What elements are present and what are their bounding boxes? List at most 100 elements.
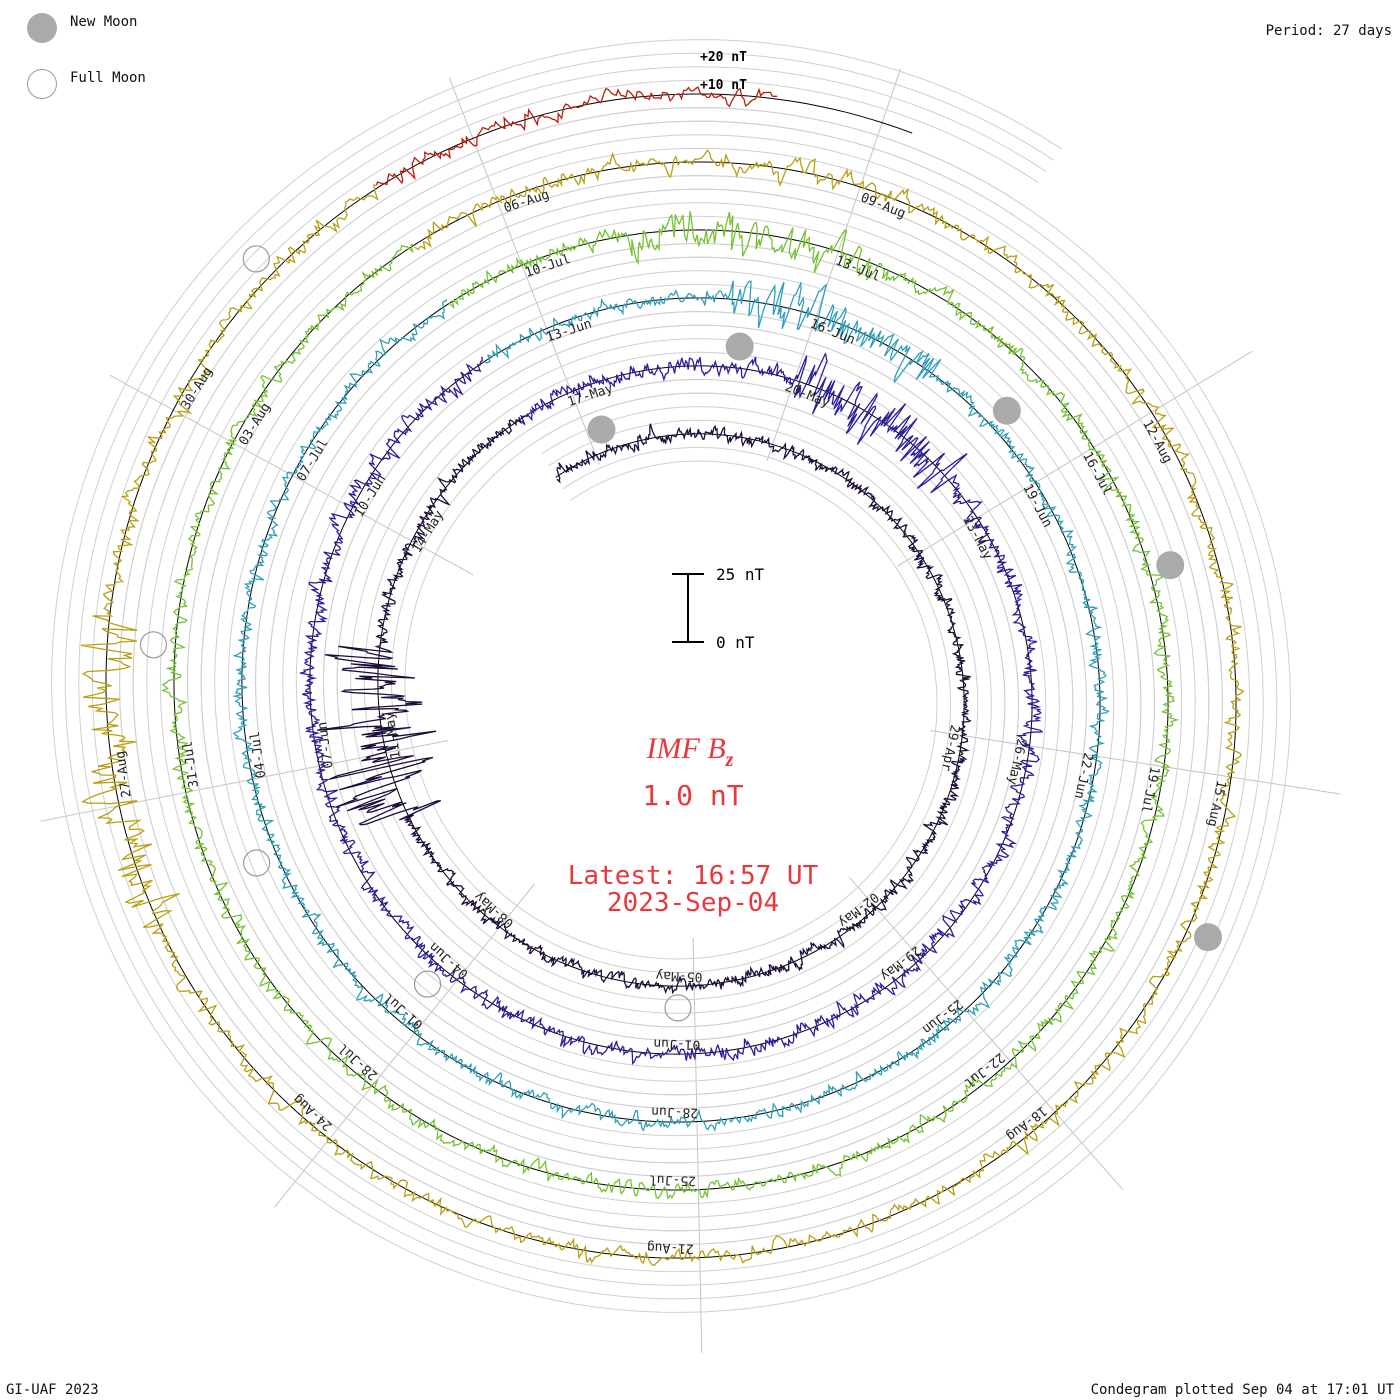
bz-trace-rotation-4 bbox=[161, 211, 1180, 1200]
date-label: 25-Jul bbox=[649, 1171, 696, 1187]
bz-series-traces bbox=[80, 85, 1245, 1267]
latest-time: Latest: 16:57 UT bbox=[568, 861, 819, 891]
scale-ring bbox=[350, 395, 992, 1014]
scale-bar: 25 nT 0 nT bbox=[672, 565, 765, 652]
date-label: 04-Jul bbox=[248, 730, 270, 779]
scale-ring bbox=[390, 430, 952, 974]
day-sector-line bbox=[897, 350, 1253, 567]
scale-ring bbox=[336, 384, 1006, 1028]
scale-ring bbox=[78, 134, 1264, 1286]
date-label: 10-Jun bbox=[352, 472, 389, 520]
scale-ring bbox=[214, 270, 1128, 1150]
current-value: 1.0 nT bbox=[642, 779, 743, 812]
scale-ring bbox=[132, 188, 1210, 1232]
full-moon-marker bbox=[664, 994, 692, 1022]
date-label: 10-Jul bbox=[523, 252, 572, 281]
new-moon-marker bbox=[992, 396, 1021, 425]
scale-ring bbox=[132, 188, 1210, 1232]
bz-trace-rotation-3 bbox=[232, 280, 1110, 1133]
full-moon-marker bbox=[139, 631, 168, 659]
date-label: 22-Jun bbox=[1071, 751, 1095, 800]
latest-date: 2023-Sep-04 bbox=[607, 888, 779, 918]
plotted-timestamp: Condegram plotted Sep 04 at 17:01 UT bbox=[1090, 1382, 1394, 1398]
date-label: 07-Jun bbox=[315, 721, 337, 770]
new-moon-marker bbox=[1156, 551, 1185, 580]
date-label: 28-Jun bbox=[651, 1103, 698, 1119]
center-annotation: IMF Bz 1.0 nT Latest: 16:57 UT 2023-Sep-… bbox=[568, 732, 819, 918]
date-label: 07-Jul bbox=[294, 436, 331, 484]
date-label: 06-Aug bbox=[502, 187, 551, 216]
credit-label: GI-UAF 2023 bbox=[6, 1382, 99, 1398]
date-label: 11-May bbox=[382, 711, 404, 760]
bz-trace-rotation-1 bbox=[317, 416, 972, 995]
new-moon-marker bbox=[1193, 923, 1222, 952]
scale-ring bbox=[322, 372, 1020, 1042]
day-sector-line bbox=[109, 374, 474, 576]
scale-rings bbox=[51, 39, 1291, 1313]
scale-ring bbox=[349, 39, 1062, 150]
scale-ring bbox=[356, 52, 1055, 161]
bz-trace-rotation-2 bbox=[299, 352, 1044, 1066]
legend-new-moon-label: New Moon bbox=[70, 14, 138, 30]
scale-ring bbox=[336, 384, 1006, 1028]
bz-trace-rotation-6 bbox=[375, 85, 778, 186]
scale-ring bbox=[370, 79, 1039, 184]
full-moon-marker bbox=[242, 245, 270, 273]
zero-spiral bbox=[105, 93, 1237, 1259]
full-moon-icon bbox=[27, 69, 57, 99]
grid-scale-labels: +20 nT +10 nT bbox=[700, 50, 747, 93]
center-title-main: IMF B bbox=[646, 732, 726, 765]
center-title-subscript: z bbox=[725, 749, 734, 771]
date-label: 03-Aug bbox=[236, 400, 273, 448]
date-label: 21-Aug bbox=[647, 1239, 694, 1255]
scale-ring bbox=[119, 175, 1223, 1245]
date-label: 29-Apr bbox=[938, 723, 962, 772]
scale-ring bbox=[255, 310, 1087, 1109]
full-moon-marker bbox=[243, 849, 271, 877]
date-label: 26-May bbox=[1004, 737, 1028, 786]
day-sector-line bbox=[849, 877, 1124, 1190]
moon-phase-markers bbox=[139, 245, 1222, 1022]
date-label: 05-May bbox=[655, 967, 703, 983]
date-label: 01-Jun bbox=[653, 1035, 700, 1051]
grid-label-20nt: +20 nT bbox=[700, 50, 747, 65]
scale-ring bbox=[392, 120, 1016, 217]
date-label: 14-May bbox=[410, 508, 448, 556]
new-moon-icon bbox=[27, 13, 57, 43]
scale-ring bbox=[322, 372, 1020, 1042]
scale-ring bbox=[146, 202, 1196, 1218]
scale-ring bbox=[268, 324, 1074, 1096]
day-sector-line bbox=[448, 77, 600, 465]
scale-bar-top-label: 25 nT bbox=[716, 565, 765, 584]
new-moon-marker bbox=[725, 332, 754, 361]
new-moon-marker bbox=[587, 415, 616, 444]
scale-ring bbox=[363, 407, 979, 1001]
period-label: Period: 27 days bbox=[1265, 23, 1392, 39]
scale-ring bbox=[255, 310, 1087, 1109]
scale-ring bbox=[159, 215, 1183, 1205]
day-sector-line bbox=[692, 937, 703, 1353]
grid-label-10nt: +10 nT bbox=[700, 78, 747, 93]
scale-ring bbox=[295, 349, 1047, 1069]
scale-ring bbox=[363, 66, 1047, 172]
day-sector-line bbox=[930, 729, 1341, 795]
scale-ring bbox=[282, 337, 1060, 1082]
scale-ring bbox=[187, 243, 1155, 1177]
center-title: IMF Bz bbox=[646, 732, 734, 771]
date-label: 15-Aug bbox=[1204, 779, 1228, 828]
scale-bar-bottom-label: 0 nT bbox=[716, 633, 755, 652]
scale-ring bbox=[227, 283, 1115, 1137]
scale-ring bbox=[384, 107, 1024, 206]
scale-ring bbox=[119, 175, 1223, 1245]
date-label: 31-Jul bbox=[180, 740, 202, 789]
full-moon-marker bbox=[413, 970, 442, 998]
scale-ring bbox=[200, 256, 1142, 1164]
scale-ring bbox=[91, 147, 1251, 1273]
date-label: 30-Aug bbox=[179, 365, 216, 413]
bz-trace-rotation-5 bbox=[80, 149, 1245, 1267]
day-sector-lines bbox=[40, 68, 1341, 1353]
date-label: 27-Aug bbox=[113, 750, 135, 799]
legend-full-moon-label: Full Moon bbox=[70, 70, 146, 86]
